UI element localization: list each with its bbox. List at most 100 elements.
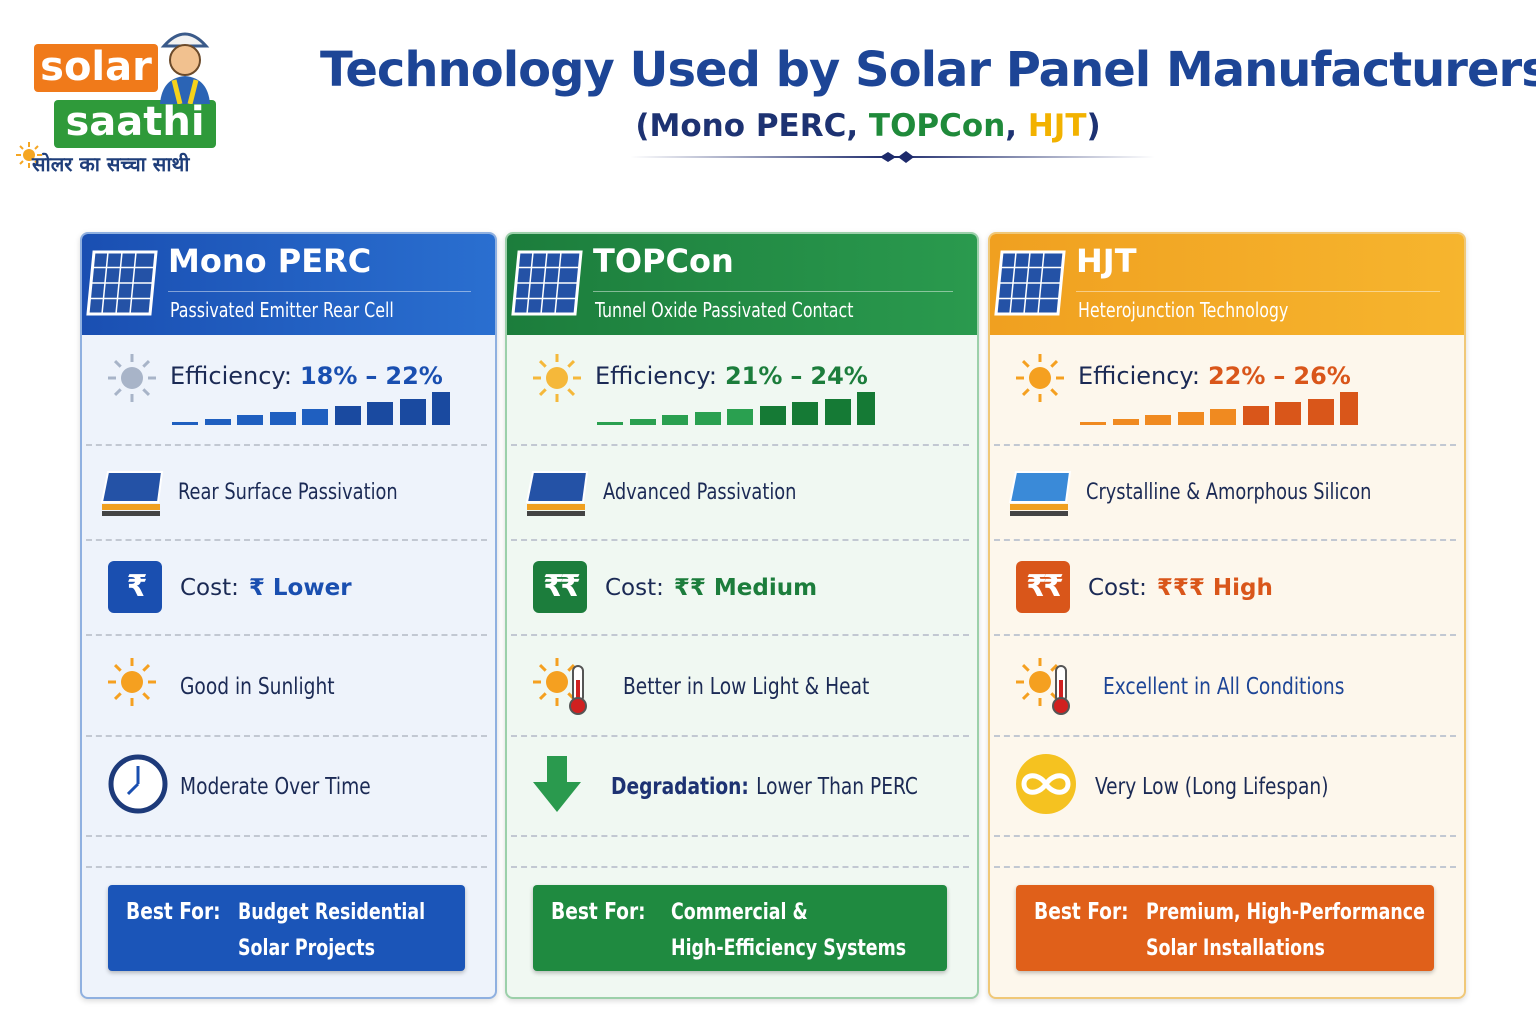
efficiency-max: 22% (385, 362, 443, 390)
sun-icon (1010, 348, 1070, 408)
efficiency-label: Efficiency: (595, 362, 717, 390)
durability-icon-graphic (533, 756, 581, 812)
layer-icon-graphic (100, 471, 164, 516)
sun-icon (102, 348, 162, 408)
cost-label: Cost: (1088, 575, 1147, 601)
efficiency-bar (597, 422, 623, 425)
best-for: Best For: Budget Residential Solar Project… (108, 885, 465, 971)
efficiency-bar (367, 402, 393, 425)
efficiency-bar (269, 412, 296, 425)
efficiency-label: Efficiency: (170, 362, 292, 390)
conditions: Better in Low Light & Heat (623, 674, 870, 700)
panel-icon-graphic (511, 250, 583, 316)
efficiency-bar (857, 391, 875, 425)
row-divider (511, 444, 969, 446)
efficiency-bar (792, 402, 818, 425)
efficiency-bar (727, 408, 753, 425)
efficiency-bar (662, 415, 688, 425)
durability-value: Lower Than PERC (756, 774, 918, 800)
row-divider (994, 866, 1456, 868)
panel-icon (86, 244, 162, 322)
best-for-line: Commercial & (671, 900, 808, 925)
efficiency-bar (1145, 415, 1171, 425)
panel-icon (994, 244, 1070, 322)
durability-icon-graphic (108, 754, 168, 814)
efficiency-separator: – (1273, 362, 1286, 390)
conditions-icon (102, 652, 166, 722)
subtitle-part: Mono PERC (649, 108, 847, 144)
row-divider (994, 835, 1456, 837)
conditions: Good in Sunlight (180, 674, 335, 700)
sun-icon-graphic (533, 354, 581, 402)
best-for-label: Best For: (126, 899, 221, 925)
header-divider (593, 291, 953, 292)
efficiency-bar (334, 405, 361, 425)
layer-icon-graphic (1008, 471, 1072, 516)
efficiency-separator: – (365, 362, 378, 390)
layer-icon (1006, 466, 1076, 522)
conditions: Excellent in All Conditions (1103, 674, 1345, 700)
subtitle: (Mono PERC, TOPCon, HJT) (520, 108, 1216, 144)
efficiency-min: 21% (724, 362, 783, 390)
conditions-icon (1010, 652, 1074, 722)
durability-value: Moderate Over Time (180, 774, 371, 800)
row-divider (511, 735, 969, 737)
title: Technology Used by Solar Panel Manufactu… (320, 42, 1536, 98)
best-for-line: High-Efficiency Systems (671, 936, 907, 961)
layer-icon (523, 466, 593, 522)
cost-icon: ₹₹ (533, 561, 587, 613)
conditions-icon-graphic (533, 658, 587, 715)
cost-value: ₹₹₹ High (1156, 575, 1273, 601)
row-divider (86, 539, 487, 541)
conditions-icon-graphic (1016, 658, 1070, 715)
best-for-line: Solar Projects (238, 936, 376, 961)
feature: Rear Surface Passivation (178, 480, 398, 505)
subtitle-part: ( (635, 108, 650, 144)
panel-icon (511, 244, 587, 322)
efficiency-bar (629, 418, 656, 425)
row-divider (511, 866, 969, 868)
row-divider (86, 444, 487, 446)
card (505, 232, 979, 999)
efficiency: Efficiency: 18% –22% (170, 362, 443, 390)
efficiency-max: 26% (1293, 362, 1351, 390)
best-for: Best For: Premium, High-Performance Solar … (1016, 885, 1434, 971)
feature: Crystalline & Amorphous Silicon (1086, 480, 1372, 505)
feature: Advanced Passivation (603, 480, 797, 505)
best-for-label: Best For: (551, 899, 646, 925)
row-divider (86, 735, 487, 737)
title-divider (630, 151, 1155, 163)
panel-icon-graphic (994, 250, 1066, 316)
durability-icon-graphic (1016, 754, 1076, 814)
efficiency-bar (1242, 405, 1269, 425)
cost-value: ₹₹ Medium (673, 575, 818, 601)
subtitle-part: HJT (1027, 108, 1087, 144)
logo-sun (16, 142, 42, 168)
cost-value: ₹ Lower (248, 575, 352, 601)
efficiency-bar (1340, 391, 1358, 425)
conditions-icon-graphic (108, 658, 156, 706)
logo-tagline: सोलर का सच्चा साथी (32, 152, 190, 176)
row-divider (994, 634, 1456, 636)
row-divider (511, 835, 969, 837)
cost: Cost: ₹ Lower (180, 575, 352, 601)
efficiency-min: 22% (1207, 362, 1266, 390)
row-divider (994, 444, 1456, 446)
card (80, 232, 497, 999)
sun-icon (527, 348, 587, 408)
efficiency-min: 18% (299, 362, 358, 390)
durability: Moderate Over Time (180, 774, 371, 800)
card (988, 232, 1466, 999)
card-name: Mono PERC (168, 242, 372, 280)
efficiency-bar (1275, 402, 1301, 425)
row-divider (511, 634, 969, 636)
durability-icon (106, 752, 170, 816)
card-name: TOPCon (593, 242, 734, 280)
durability: Degradation: Lower Than PERC (611, 774, 918, 800)
panel-icon-graphic (86, 250, 158, 316)
best-for: Best For: Commercial & High-Efficiency Sys… (533, 885, 947, 971)
subtitle-part: , (1005, 108, 1028, 144)
subtitle-part: ) (1086, 108, 1101, 144)
efficiency-bar (172, 422, 198, 425)
